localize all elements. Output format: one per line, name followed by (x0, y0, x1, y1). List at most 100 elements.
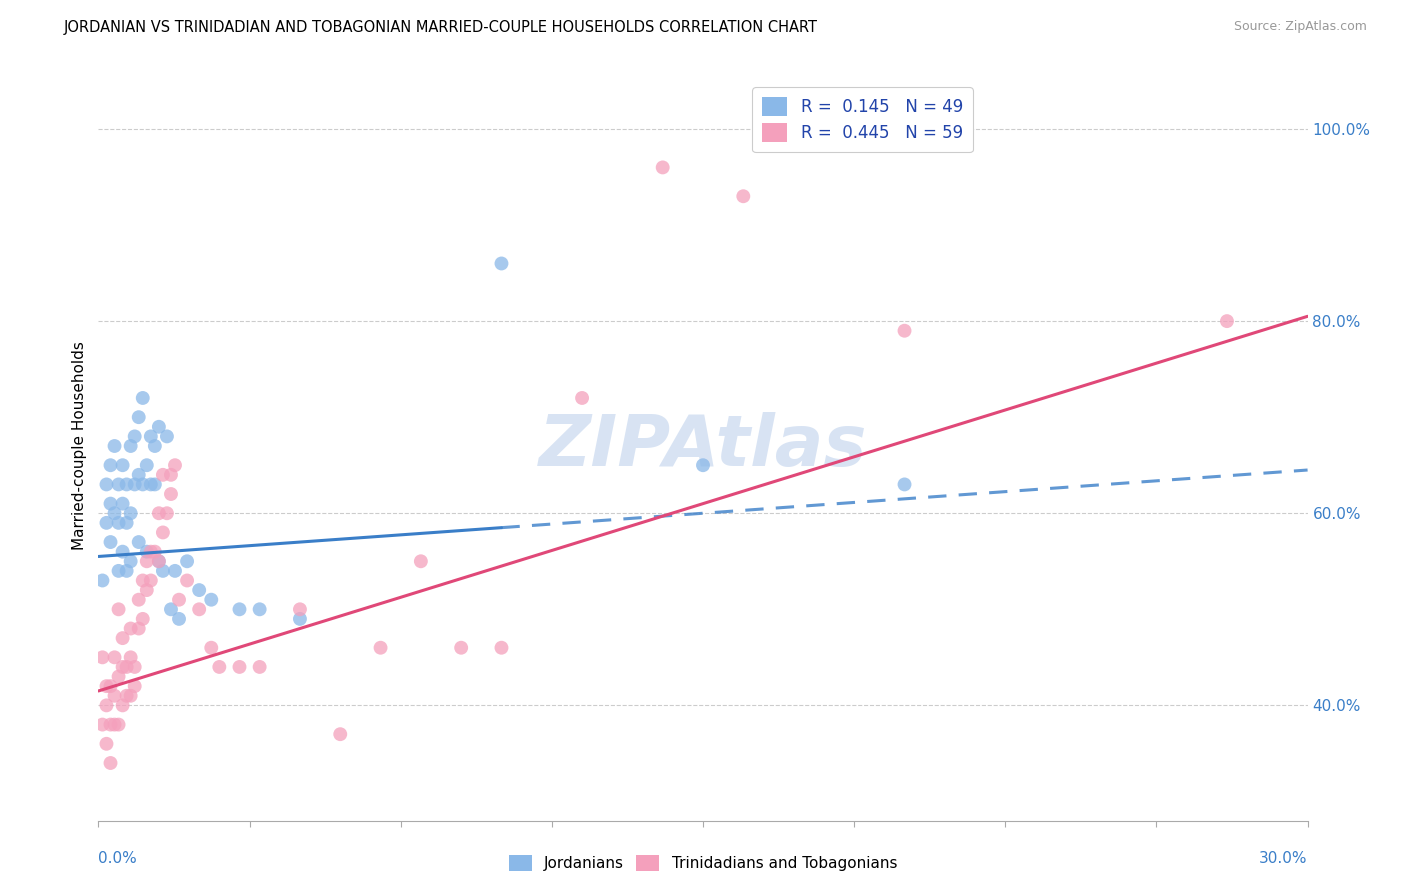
Point (111, 698, 134, 713)
Point (139, 544, 162, 558)
Point (200, 640, 222, 655)
Point (143, 544, 166, 558)
Point (135, 554, 157, 568)
Point (111, 544, 134, 558)
Point (139, 429, 162, 443)
Point (329, 727, 352, 741)
Point (111, 458, 134, 473)
Point (249, 660, 271, 674)
Point (152, 467, 174, 482)
Point (135, 583, 157, 598)
Point (450, 640, 472, 655)
Point (288, 602, 311, 616)
Point (651, 161, 673, 175)
Point (107, 602, 129, 616)
Point (120, 622, 142, 636)
Point (128, 410, 150, 425)
Point (96, 477, 118, 491)
Point (893, 324, 915, 338)
Point (111, 497, 134, 511)
Point (100, 679, 122, 693)
Text: ZIPAtlas: ZIPAtlas (538, 411, 868, 481)
Point (139, 574, 162, 588)
Point (135, 544, 157, 558)
Point (176, 554, 198, 568)
Text: 30.0%: 30.0% (1260, 851, 1308, 866)
Text: 0.0%: 0.0% (98, 851, 138, 866)
Point (132, 574, 155, 588)
Legend: Jordanians, Trinidadians and Tobagonians: Jordanians, Trinidadians and Tobagonians (503, 849, 903, 877)
Point (115, 564, 138, 578)
Point (188, 583, 211, 598)
Point (692, 458, 714, 473)
Point (115, 689, 138, 703)
Point (152, 564, 174, 578)
Legend: R =  0.145   N = 49, R =  0.445   N = 59: R = 0.145 N = 49, R = 0.445 N = 59 (752, 87, 973, 153)
Point (143, 477, 166, 491)
Point (163, 458, 186, 473)
Point (124, 477, 146, 491)
Point (91, 717, 114, 731)
Point (132, 391, 155, 405)
Point (132, 612, 155, 626)
Point (167, 612, 190, 626)
Point (176, 574, 198, 588)
Point (370, 640, 392, 655)
Point (128, 622, 150, 636)
Point (96, 516, 118, 530)
Point (160, 602, 183, 616)
Point (188, 602, 211, 616)
Point (148, 554, 170, 568)
Point (163, 564, 186, 578)
Point (288, 612, 311, 626)
Point (135, 458, 157, 473)
Text: Source: ZipAtlas.com: Source: ZipAtlas.com (1233, 20, 1367, 33)
Point (120, 439, 142, 453)
Point (115, 660, 138, 674)
Point (107, 516, 129, 530)
Point (132, 477, 155, 491)
Y-axis label: Married-couple Households: Married-couple Households (72, 342, 87, 550)
Point (124, 660, 146, 674)
Point (148, 506, 170, 520)
Point (96, 698, 118, 713)
Point (107, 717, 129, 731)
Point (893, 477, 915, 491)
Point (167, 592, 190, 607)
Point (228, 660, 250, 674)
Point (103, 506, 125, 520)
Point (103, 650, 125, 665)
Point (107, 669, 129, 683)
Point (1216, 314, 1239, 328)
Point (156, 506, 179, 520)
Point (152, 525, 174, 540)
Point (124, 679, 146, 693)
Point (571, 391, 593, 405)
Point (100, 535, 122, 549)
Point (139, 477, 162, 491)
Point (148, 419, 170, 434)
Point (103, 439, 125, 453)
Point (491, 256, 513, 270)
Point (103, 717, 125, 731)
Text: JORDANIAN VS TRINIDADIAN AND TOBAGONIAN MARRIED-COUPLE HOUSEHOLDS CORRELATION CH: JORDANIAN VS TRINIDADIAN AND TOBAGONIAN … (63, 20, 817, 35)
Point (160, 487, 183, 501)
Point (160, 467, 183, 482)
Point (156, 429, 179, 443)
Point (128, 592, 150, 607)
Point (120, 554, 142, 568)
Point (100, 717, 122, 731)
Point (111, 660, 134, 674)
Point (91, 574, 114, 588)
Point (249, 602, 271, 616)
Point (100, 497, 122, 511)
Point (115, 516, 138, 530)
Point (124, 429, 146, 443)
Point (96, 679, 118, 693)
Point (733, 189, 755, 203)
Point (100, 756, 122, 770)
Point (200, 592, 222, 607)
Point (100, 458, 122, 473)
Point (103, 689, 125, 703)
Point (128, 535, 150, 549)
